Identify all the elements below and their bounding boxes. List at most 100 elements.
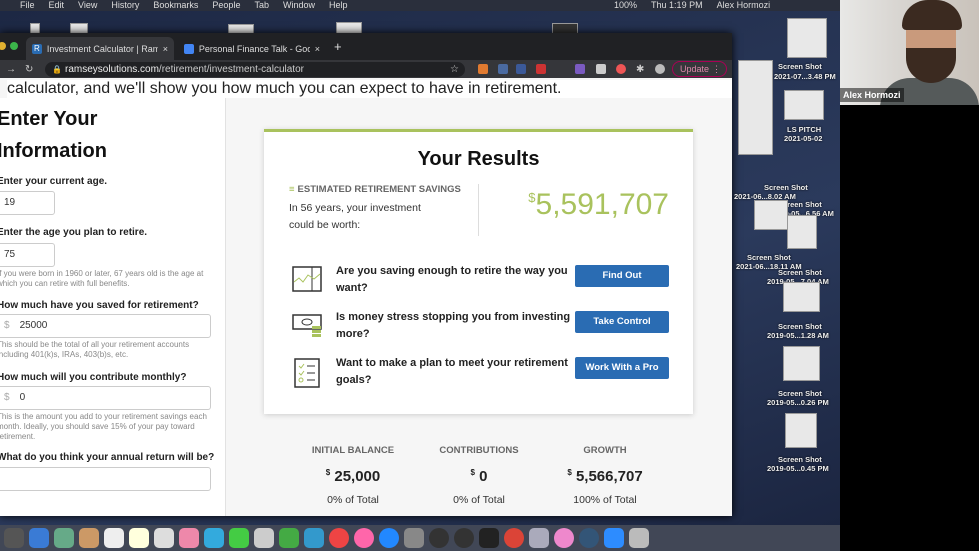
- extension-icon[interactable]: [616, 64, 626, 74]
- cta-row: Is money stress stopping you from invest…: [292, 309, 672, 349]
- desktop-file[interactable]: [785, 413, 817, 448]
- currency-symbol: $: [567, 468, 572, 477]
- stat-value: $ 25,000: [288, 468, 418, 485]
- app-store-icon[interactable]: [379, 528, 399, 548]
- desktop-file[interactable]: [784, 90, 824, 120]
- news-icon[interactable]: [329, 528, 349, 548]
- minimize-button[interactable]: [0, 42, 6, 50]
- saved-input[interactable]: $25000: [0, 314, 211, 338]
- extension-icon[interactable]: [478, 64, 488, 74]
- app-icon[interactable]: [579, 528, 599, 548]
- retire-help-text: If you were born in 1960 or later, 67 ye…: [0, 269, 204, 288]
- file-label: 2019-05...7.04 AM: [767, 277, 829, 286]
- extension-icon[interactable]: [498, 64, 508, 74]
- retire-age-input[interactable]: 75: [0, 243, 55, 267]
- puzzle-extensions-icon[interactable]: ✱: [636, 63, 645, 75]
- return-input[interactable]: [0, 467, 211, 491]
- reminders-icon[interactable]: [154, 528, 174, 548]
- notes-icon[interactable]: [129, 528, 149, 548]
- app-icon[interactable]: [54, 528, 74, 548]
- desktop-file[interactable]: [738, 60, 773, 155]
- participant-hair: [902, 0, 962, 30]
- currency-symbol: $: [4, 320, 10, 331]
- chrome-icon[interactable]: [504, 528, 524, 548]
- return-label: What do you think your annual return wil…: [0, 452, 215, 463]
- clock[interactable]: Thu 1:19 PM: [651, 0, 703, 10]
- battery-status[interactable]: 100%: [614, 0, 638, 10]
- app-icon[interactable]: [429, 528, 449, 548]
- desktop-file[interactable]: [754, 200, 788, 230]
- close-tab-icon[interactable]: ×: [162, 43, 168, 54]
- form-title-2: Information: [0, 140, 107, 162]
- slack-icon[interactable]: [554, 528, 574, 548]
- numbers-icon[interactable]: [279, 528, 299, 548]
- desktop-file[interactable]: [783, 282, 820, 312]
- photos-icon[interactable]: [179, 528, 199, 548]
- dock: [0, 525, 840, 551]
- est-label-text: ESTIMATED RETIREMENT SAVINGS: [297, 184, 461, 195]
- safari-icon[interactable]: [29, 528, 49, 548]
- activity-monitor-icon[interactable]: [479, 528, 499, 548]
- divider: [478, 184, 479, 236]
- find-out-button[interactable]: Find Out: [575, 265, 669, 287]
- work-with-a-pro-button[interactable]: Work With a Pro: [575, 357, 669, 379]
- system-preferences-icon[interactable]: [404, 528, 424, 548]
- retire-age-label: Enter the age you plan to retire.: [0, 227, 148, 238]
- desktop-file[interactable]: [787, 215, 817, 249]
- tab-investment-calculator[interactable]: R Investment Calculator | Ramse ×: [26, 37, 174, 60]
- desktop-file[interactable]: [787, 18, 827, 58]
- user-name[interactable]: Alex Hormozi: [716, 0, 771, 10]
- keynote-icon[interactable]: [304, 528, 324, 548]
- bookmark-star-icon[interactable]: ☆: [450, 63, 459, 75]
- extension-icon[interactable]: [596, 64, 606, 74]
- take-control-button[interactable]: Take Control: [575, 311, 669, 333]
- menu-file[interactable]: File: [20, 0, 35, 10]
- menu-edit[interactable]: Edit: [48, 0, 65, 10]
- forward-icon[interactable]: →: [6, 63, 16, 75]
- preview-icon[interactable]: [254, 528, 274, 548]
- stat-percent: 0% of Total: [453, 494, 505, 506]
- app-icon[interactable]: [629, 528, 649, 548]
- menu-view[interactable]: View: [78, 0, 98, 10]
- facetime-icon[interactable]: [229, 528, 249, 548]
- menu-people[interactable]: People: [212, 0, 241, 10]
- file-label: 2021-06...8.02 AM: [734, 192, 796, 201]
- file-label: 2019-05...0.26 PM: [767, 398, 829, 407]
- menu-help[interactable]: Help: [328, 0, 348, 10]
- new-tab-button[interactable]: +: [334, 39, 342, 54]
- app-icon[interactable]: [79, 528, 99, 548]
- extension-icon[interactable]: [536, 64, 546, 74]
- url-input[interactable]: 🔒 ramseysolutions.com/retirement/investm…: [45, 61, 465, 77]
- zoom-button[interactable]: [10, 42, 18, 50]
- file-label: 2019-05...6.56 AM: [772, 209, 834, 218]
- participant-video[interactable]: Alex Hormozi: [840, 0, 979, 105]
- results-card: Your Results ≡ ESTIMATED RETIREMENT SAVIN…: [264, 129, 693, 414]
- desktop-file[interactable]: [783, 346, 820, 381]
- reload-icon[interactable]: ↻: [25, 63, 34, 75]
- tab-personal-finance-talk[interactable]: Personal Finance Talk - Googl ×: [178, 37, 326, 60]
- coins-icon: ≡: [289, 184, 295, 195]
- currency-symbol: $: [470, 468, 475, 477]
- launchpad-icon[interactable]: [4, 528, 24, 548]
- current-age-input[interactable]: 19: [0, 191, 55, 215]
- calendar-icon[interactable]: [104, 528, 124, 548]
- app-icon[interactable]: [529, 528, 549, 548]
- menu-tab[interactable]: Tab: [254, 0, 269, 10]
- saved-label: How much have you saved for retirement?: [0, 300, 199, 311]
- file-label: 2021-05-02: [784, 134, 823, 143]
- music-icon[interactable]: [354, 528, 374, 548]
- app-icon[interactable]: [454, 528, 474, 548]
- extension-icon[interactable]: [575, 64, 585, 74]
- menu-bookmarks[interactable]: Bookmarks: [153, 0, 199, 10]
- profile-avatar[interactable]: [655, 64, 665, 74]
- menu-window[interactable]: Window: [282, 0, 315, 10]
- close-tab-icon[interactable]: ×: [314, 43, 320, 54]
- file-label: Screen Shot: [747, 253, 791, 262]
- update-button[interactable]: Update ⋮: [672, 61, 727, 77]
- zoom-app-icon[interactable]: [604, 528, 624, 548]
- tab-label: Personal Finance Talk - Googl: [198, 43, 310, 54]
- messages-icon[interactable]: [204, 528, 224, 548]
- menu-history[interactable]: History: [111, 0, 140, 10]
- facebook-extension-icon[interactable]: [516, 64, 526, 74]
- monthly-input[interactable]: $0: [0, 386, 211, 410]
